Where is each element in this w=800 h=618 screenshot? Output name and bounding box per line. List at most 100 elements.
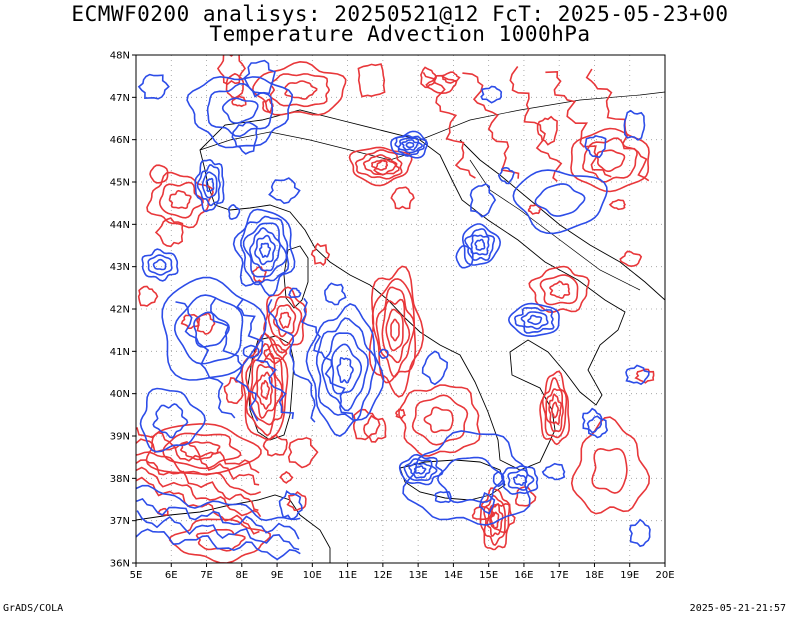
negative-contour <box>206 82 274 138</box>
positive-contour <box>256 371 273 411</box>
small-contour-cell <box>378 348 389 359</box>
negative-contour <box>248 227 281 272</box>
small-contour-cell <box>623 109 646 141</box>
footer-credit: GrADS/COLA <box>3 603 64 614</box>
negative-contour <box>175 301 236 419</box>
positive-contour <box>354 149 403 180</box>
positive-contour <box>368 265 424 398</box>
negative-contour <box>136 528 301 561</box>
small-contour-cell <box>196 311 216 335</box>
negative-contour <box>194 158 225 213</box>
negative-contour <box>201 171 218 199</box>
negative-contour <box>136 510 300 551</box>
lat-tick-label: 39N <box>110 432 130 443</box>
small-contour-cell <box>425 74 458 95</box>
small-contour-cell <box>154 217 184 248</box>
lon-tick-label: 20E <box>655 570 674 581</box>
positive-contour <box>462 72 520 179</box>
chart-subtitle: Temperature Advection 1000hPa <box>209 22 591 46</box>
positive-contour <box>179 441 221 461</box>
lon-tick-label: 11E <box>338 570 357 581</box>
negative-contour <box>401 139 419 151</box>
positive-contour <box>539 274 579 306</box>
negative-contour <box>336 357 354 384</box>
positive-contour <box>136 427 260 474</box>
positive-contour <box>551 401 559 419</box>
negative-contour <box>139 387 206 453</box>
small-contour-cell <box>390 186 415 210</box>
lat-tick-label: 40N <box>110 389 130 400</box>
positive-contour <box>168 189 192 210</box>
negative-contour <box>236 298 295 420</box>
small-contour-cell <box>231 95 247 108</box>
lon-tick-label: 15E <box>479 570 498 581</box>
small-contour-cell <box>634 368 655 384</box>
negative-contour <box>437 456 504 504</box>
lon-axis: 5E 6E 7E 8E 9E 10E 11E 12E 13E 14E 15E 16E 17E 18E 19E… <box>130 563 675 581</box>
small-contour-cell <box>287 287 302 299</box>
lon-tick-label: 19E <box>620 570 639 581</box>
lon-tick-label: 16E <box>514 570 533 581</box>
positive-contour <box>545 70 612 178</box>
small-contour-cell <box>541 462 566 481</box>
small-contour-cell <box>137 73 170 100</box>
negative-contour <box>152 403 189 439</box>
small-contour-cell <box>619 250 643 268</box>
lat-tick-label: 42N <box>110 305 130 316</box>
negative-contour <box>300 297 354 419</box>
positive-contour <box>260 379 271 400</box>
small-contour-cell <box>625 364 650 386</box>
negative-contour <box>305 303 385 437</box>
negative-contour <box>398 453 444 486</box>
negative-contour <box>205 177 215 193</box>
lon-tick-label: 8E <box>235 570 248 581</box>
lat-tick-label: 46N <box>110 135 130 146</box>
positive-contour <box>371 278 417 384</box>
negative-contour <box>147 254 173 276</box>
lat-tick-label: 48N <box>110 51 130 62</box>
negative-contour <box>232 208 296 297</box>
negative-advection-contours <box>136 59 651 561</box>
negative-contour <box>513 306 555 334</box>
positive-contour <box>570 127 650 193</box>
positive-contour <box>269 73 331 108</box>
negative-contour <box>186 75 294 149</box>
positive-contour <box>375 286 416 378</box>
negative-contour <box>464 228 496 261</box>
negative-contour <box>321 332 369 412</box>
negative-contour <box>136 497 300 540</box>
negative-contour <box>152 258 167 271</box>
small-contour-cell <box>310 242 331 267</box>
small-contour-cell <box>471 505 496 521</box>
negative-contour <box>403 458 438 482</box>
positive-contour <box>136 459 259 512</box>
corsica-coast <box>283 245 309 309</box>
negative-contour <box>527 314 543 325</box>
small-contour-cell <box>287 436 319 469</box>
lon-tick-label: 5E <box>130 570 143 581</box>
chart-title: ECMWF0200 analisys: 20250521@12 FcT: 202… <box>71 2 729 26</box>
small-contour-cell <box>395 408 407 419</box>
negative-contour <box>193 311 230 348</box>
small-contour-cell <box>480 85 503 104</box>
balkan-coast <box>459 139 665 301</box>
small-contour-cell <box>536 115 558 146</box>
lon-tick-label: 12E <box>373 570 392 581</box>
negative-contour <box>173 294 244 365</box>
negative-contour <box>141 248 179 282</box>
small-contour-cell <box>242 344 260 359</box>
small-contour-cell <box>628 518 651 548</box>
negative-contour <box>461 223 502 266</box>
positive-contour <box>136 438 260 486</box>
lon-tick-label: 17E <box>550 570 569 581</box>
positive-contour <box>267 295 303 347</box>
small-contour-cell <box>262 98 274 113</box>
border-east <box>419 91 665 141</box>
positive-contour <box>422 72 476 179</box>
small-contour-cell <box>581 407 603 434</box>
lon-tick-label: 18E <box>585 570 604 581</box>
positive-contour <box>381 298 411 364</box>
negative-contour <box>136 484 301 522</box>
small-contour-cell <box>243 59 276 98</box>
small-contour-cell <box>268 177 301 205</box>
